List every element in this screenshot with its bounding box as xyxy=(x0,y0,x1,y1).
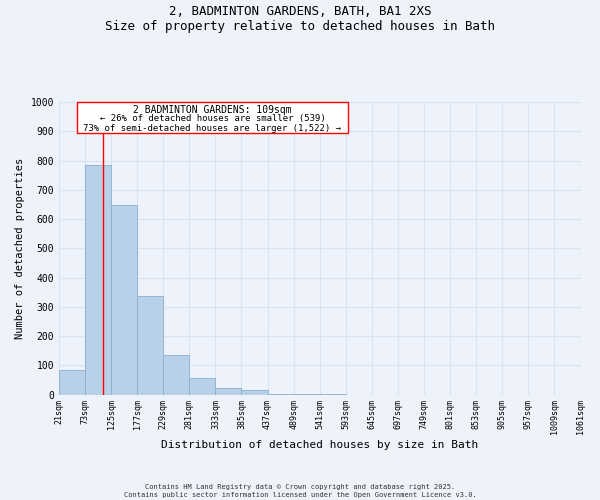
Bar xyxy=(163,355,190,395)
Bar xyxy=(190,378,215,394)
Text: ← 26% of detached houses are smaller (539): ← 26% of detached houses are smaller (53… xyxy=(100,114,325,124)
Bar xyxy=(59,370,85,394)
Bar xyxy=(85,165,111,394)
Text: 73% of semi-detached houses are larger (1,522) →: 73% of semi-detached houses are larger (… xyxy=(83,124,341,132)
Text: Contains HM Land Registry data © Crown copyright and database right 2025.
Contai: Contains HM Land Registry data © Crown c… xyxy=(124,484,476,498)
Bar xyxy=(111,205,137,394)
Bar xyxy=(137,296,163,394)
FancyBboxPatch shape xyxy=(77,102,348,132)
Bar xyxy=(241,390,268,394)
Y-axis label: Number of detached properties: Number of detached properties xyxy=(15,158,25,339)
X-axis label: Distribution of detached houses by size in Bath: Distribution of detached houses by size … xyxy=(161,440,478,450)
Text: 2 BADMINTON GARDENS: 109sqm: 2 BADMINTON GARDENS: 109sqm xyxy=(133,104,292,115)
Bar xyxy=(215,388,241,394)
Text: 2, BADMINTON GARDENS, BATH, BA1 2XS
Size of property relative to detached houses: 2, BADMINTON GARDENS, BATH, BA1 2XS Size… xyxy=(105,5,495,33)
